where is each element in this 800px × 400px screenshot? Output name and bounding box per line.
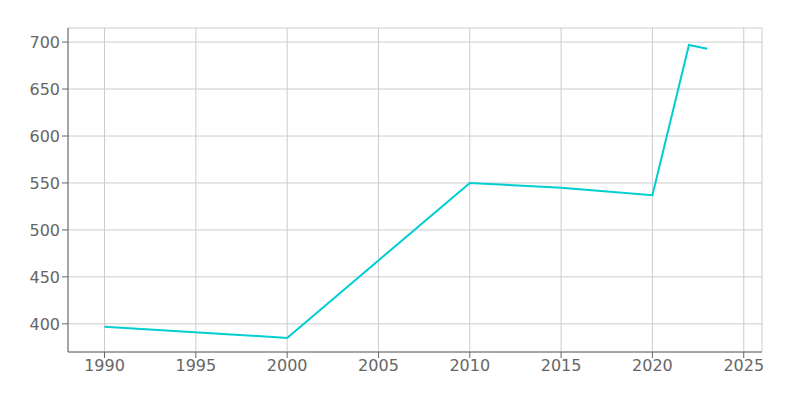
- svg-text:1990: 1990: [84, 356, 125, 375]
- svg-text:450: 450: [29, 268, 60, 287]
- svg-text:2010: 2010: [449, 356, 490, 375]
- svg-text:600: 600: [29, 127, 60, 146]
- svg-text:2020: 2020: [632, 356, 673, 375]
- svg-text:650: 650: [29, 80, 60, 99]
- svg-text:550: 550: [29, 174, 60, 193]
- svg-text:400: 400: [29, 315, 60, 334]
- svg-text:500: 500: [29, 221, 60, 240]
- svg-text:700: 700: [29, 33, 60, 52]
- svg-text:2005: 2005: [358, 356, 399, 375]
- svg-text:1995: 1995: [175, 356, 216, 375]
- svg-text:2015: 2015: [541, 356, 582, 375]
- svg-text:2025: 2025: [723, 356, 764, 375]
- svg-text:2000: 2000: [267, 356, 308, 375]
